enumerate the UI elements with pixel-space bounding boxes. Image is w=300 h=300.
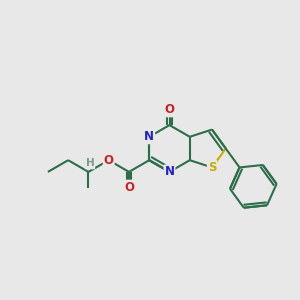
Text: N: N (144, 130, 154, 143)
Text: O: O (104, 154, 114, 167)
Text: H: H (85, 158, 94, 169)
Text: O: O (124, 181, 134, 194)
Text: N: N (164, 165, 175, 178)
Text: O: O (164, 103, 175, 116)
Text: S: S (208, 161, 216, 174)
